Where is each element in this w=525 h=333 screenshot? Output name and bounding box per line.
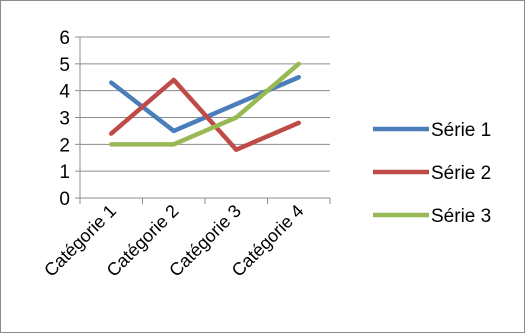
series-line-3 [109,61,301,147]
legend: Série 1 Série 2 Série 3 [373,120,491,227]
axes [75,36,331,204]
legend-label-1: Série 1 [431,120,491,141]
y-axis-ticks: 0 1 2 3 4 5 6 [59,28,70,210]
y-tick-label: 3 [59,109,70,130]
y-tick-label: 6 [59,28,70,49]
series-line-2 [109,77,301,152]
legend-label-3: Série 3 [431,206,491,227]
y-tick-label: 2 [59,135,70,156]
y-tick-label: 4 [59,82,70,103]
y-tick-label: 1 [59,162,70,183]
series-lines [109,61,301,152]
y-tick-label: 5 [59,55,70,76]
gridlines [80,36,330,172]
y-tick-label: 0 [59,189,70,210]
legend-label-2: Série 2 [431,163,491,184]
